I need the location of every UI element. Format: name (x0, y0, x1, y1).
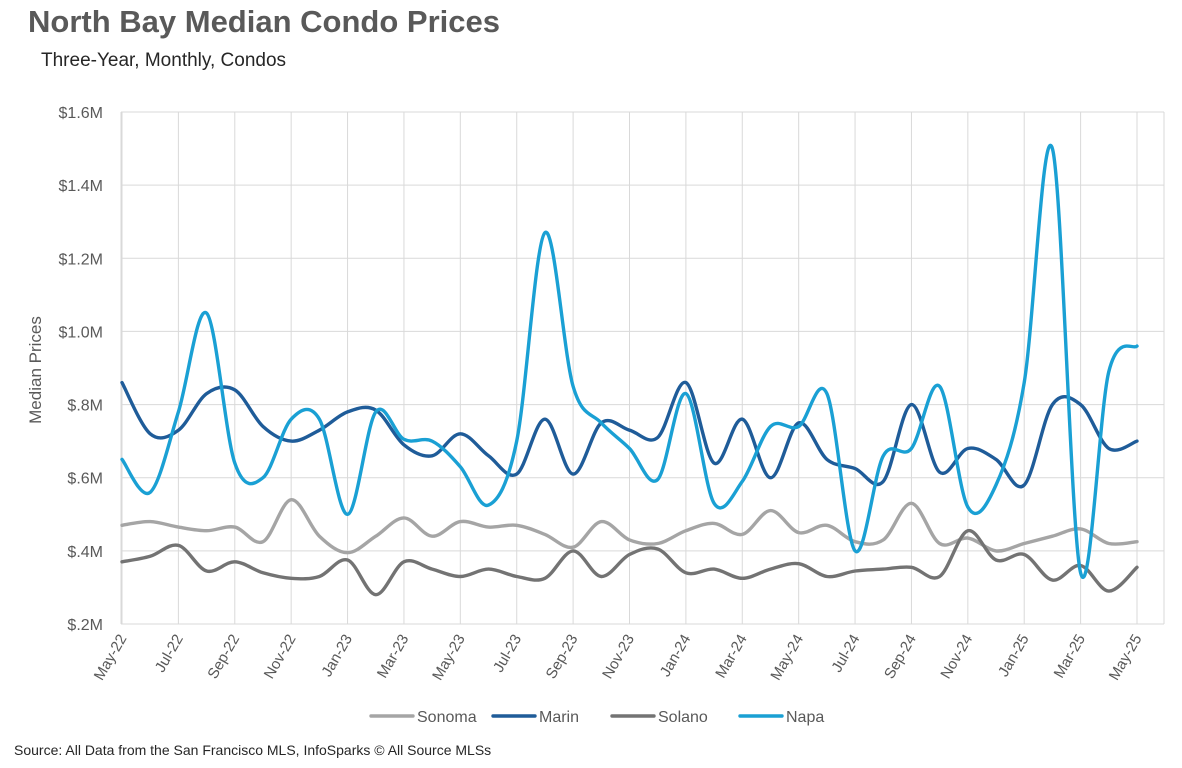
x-tick-label: Jul-23 (490, 632, 525, 676)
y-axis-label: Median Prices (26, 316, 45, 424)
x-tick-label: Sep-22 (204, 632, 243, 682)
series-lines (120, 143, 1139, 597)
gridlines (120, 111, 1165, 625)
series-line-solano (120, 528, 1139, 597)
x-axis-ticks: May-22 Jul-22 Sep-22 Nov-22 Jan-23 Mar-23 May-… (91, 632, 1146, 684)
legend-label-marin: Marin (539, 709, 579, 726)
chart-subtitle: Three-Year, Monthly, Condos (41, 50, 287, 71)
x-tick-label: Nov-24 (937, 632, 976, 682)
y-tick-label: $.8M (67, 398, 103, 415)
series-line-napa (120, 143, 1139, 579)
x-tick-label: Sep-24 (881, 632, 920, 682)
x-tick-label: Jan-25 (995, 632, 1033, 680)
y-tick-label: $1.2M (59, 251, 103, 268)
x-tick-label: May-25 (1106, 632, 1146, 684)
x-tick-label: Mar-25 (1051, 632, 1089, 682)
x-tick-label: Nov-22 (261, 632, 300, 682)
series-line-marin (120, 380, 1139, 489)
y-tick-label: $.6M (67, 471, 103, 488)
x-tick-label: Jul-22 (152, 632, 187, 676)
x-tick-label: Sep-23 (543, 632, 582, 682)
x-tick-label: May-23 (429, 632, 469, 684)
x-tick-label: Jan-24 (657, 632, 695, 680)
chart-title: North Bay Median Condo Prices (28, 4, 500, 39)
x-tick-label: Jul-24 (828, 632, 863, 676)
y-tick-label: $1.4M (59, 178, 103, 195)
y-tick-label: $1.6M (59, 105, 103, 122)
y-tick-label: $1.0M (59, 324, 103, 341)
legend-label-solano: Solano (658, 709, 708, 726)
legend-label-napa: Napa (786, 709, 824, 726)
x-tick-label: May-24 (767, 632, 807, 684)
x-tick-label: Mar-24 (712, 632, 750, 682)
x-tick-label: Jan-23 (318, 632, 356, 680)
x-tick-label: Mar-23 (374, 632, 412, 682)
series-line-sonoma (120, 498, 1139, 555)
x-tick-label: Nov-23 (599, 632, 638, 682)
legend-label-sonoma: Sonoma (417, 709, 477, 726)
y-tick-label: $.4M (67, 544, 103, 561)
y-axis-ticks: $.2M $.4M $.6M $.8M $1.0M $1.2M $1.4M $1.6M (59, 105, 103, 634)
y-tick-label: $.2M (67, 617, 103, 634)
x-tick-label: May-22 (91, 632, 131, 684)
legend: Sonoma Marin Solano Napa (369, 709, 824, 726)
source-note: Source: All Data from the San Francisco … (14, 742, 492, 758)
